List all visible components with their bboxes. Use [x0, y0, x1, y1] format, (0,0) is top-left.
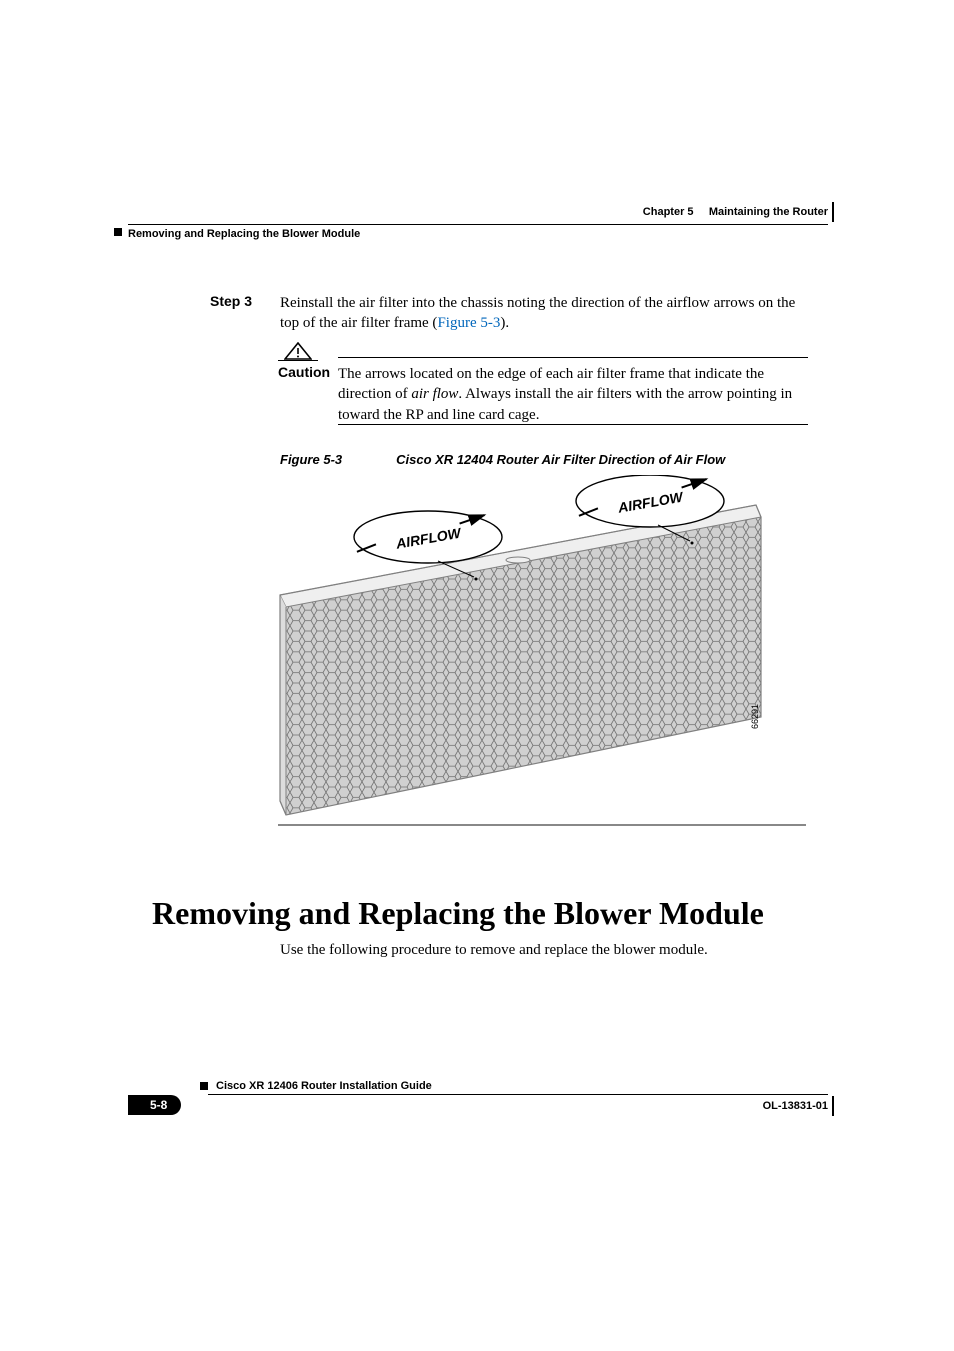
caution-icon-rule	[278, 360, 318, 361]
caution-text-italic: air flow	[411, 386, 458, 402]
section-intro: Use the following procedure to remove an…	[280, 942, 708, 959]
header-rule	[128, 224, 828, 225]
figure-image-id: 66291	[750, 704, 760, 729]
caution-text: The arrows located on the edge of each a…	[338, 364, 808, 425]
step-row: Step 3 Reinstall the air filter into the…	[210, 293, 810, 334]
caution-label: Caution	[278, 364, 330, 380]
header-section-title: Removing and Replacing the Blower Module	[128, 228, 360, 240]
section-heading: Removing and Replacing the Blower Module	[152, 895, 764, 932]
header-end-bar	[832, 202, 834, 222]
figure-title: Cisco XR 12404 Router Air Filter Directi…	[396, 452, 725, 467]
figure-label: Figure 5-3	[280, 452, 342, 467]
figure-caption: Figure 5-3 Cisco XR 12404 Router Air Fil…	[280, 452, 810, 467]
caution-bottom-rule	[338, 424, 808, 425]
chapter-label: Chapter 5	[643, 206, 694, 218]
header-chapter: Chapter 5 Maintaining the Router	[643, 206, 828, 218]
filter-panel	[278, 475, 766, 820]
step-text-pre: Reinstall the air filter into the chassi…	[280, 295, 795, 331]
footer-guide-marker	[200, 1082, 208, 1090]
caution-icon	[284, 342, 312, 365]
chapter-title: Maintaining the Router	[709, 206, 828, 218]
footer-guide-title: Cisco XR 12406 Router Installation Guide	[216, 1080, 432, 1092]
step-text-post: ).	[500, 315, 509, 331]
caution-top-rule	[338, 357, 808, 358]
footer-end-bar	[832, 1096, 834, 1116]
footer-rule	[208, 1094, 828, 1095]
document-page: Chapter 5 Maintaining the Router Removin…	[0, 0, 954, 1351]
figure-air-filter: AIRFLOW AIRFLOW 66291	[278, 475, 766, 820]
step-label: Step 3	[210, 293, 264, 334]
figure-bottom-rule	[278, 824, 806, 826]
footer-page-number: 5-8	[128, 1095, 181, 1115]
header-section-marker	[114, 228, 122, 236]
footer-doc-id: OL-13831-01	[763, 1100, 828, 1112]
step-text: Reinstall the air filter into the chassi…	[280, 293, 810, 334]
figure-crossref[interactable]: Figure 5-3	[437, 315, 500, 331]
